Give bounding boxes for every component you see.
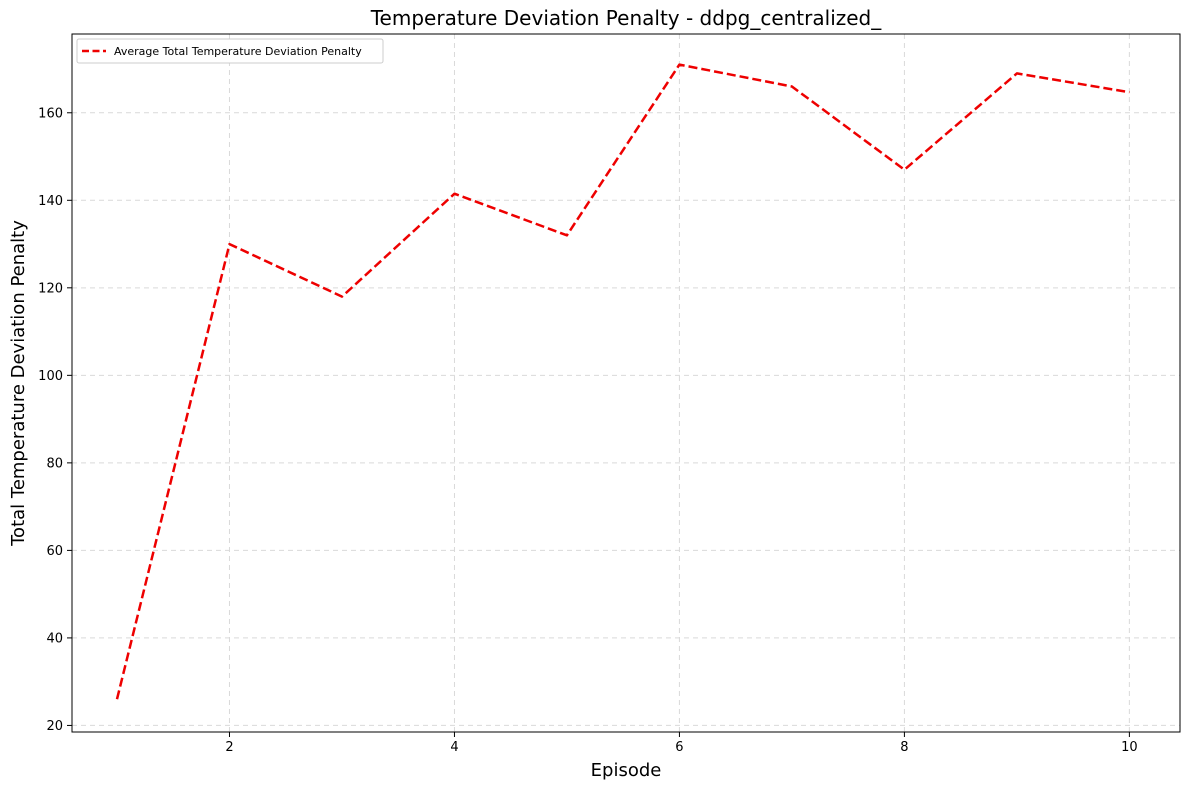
plot-area-frame bbox=[71, 33, 1181, 733]
y-axis-label: Total Temperature Deviation Penalty bbox=[8, 220, 29, 547]
x-tick-label: 2 bbox=[225, 740, 233, 755]
y-tick-label: 20 bbox=[46, 719, 63, 734]
legend-box bbox=[76, 38, 384, 64]
y-tick-label: 140 bbox=[38, 194, 63, 209]
x-tick-label: 10 bbox=[1121, 740, 1138, 755]
y-tick-label: 60 bbox=[46, 544, 63, 559]
y-tick-label: 120 bbox=[38, 281, 63, 296]
legend-entry-label: Average Total Temperature Deviation Pena… bbox=[114, 45, 362, 58]
series-line bbox=[115, 63, 1130, 700]
x-tick-label: 8 bbox=[900, 740, 908, 755]
axis-ticks: 2 4 6 8 10 20 40 60 80 100 120 140 160 bbox=[38, 106, 1137, 755]
y-tick-label: 100 bbox=[38, 369, 63, 384]
x-axis-label: Episode bbox=[591, 760, 662, 781]
series-layer bbox=[115, 63, 1130, 700]
grid bbox=[72, 34, 1180, 732]
y-tick-label: 80 bbox=[46, 456, 63, 471]
y-tick-label: 160 bbox=[38, 106, 63, 121]
legend: Average Total Temperature Deviation Pena… bbox=[76, 38, 384, 64]
x-tick-label: 6 bbox=[675, 740, 683, 755]
chart-title: Temperature Deviation Penalty - ddpg_cen… bbox=[370, 6, 883, 30]
x-tick-label: 4 bbox=[450, 740, 458, 755]
y-tick-label: 40 bbox=[46, 631, 63, 646]
